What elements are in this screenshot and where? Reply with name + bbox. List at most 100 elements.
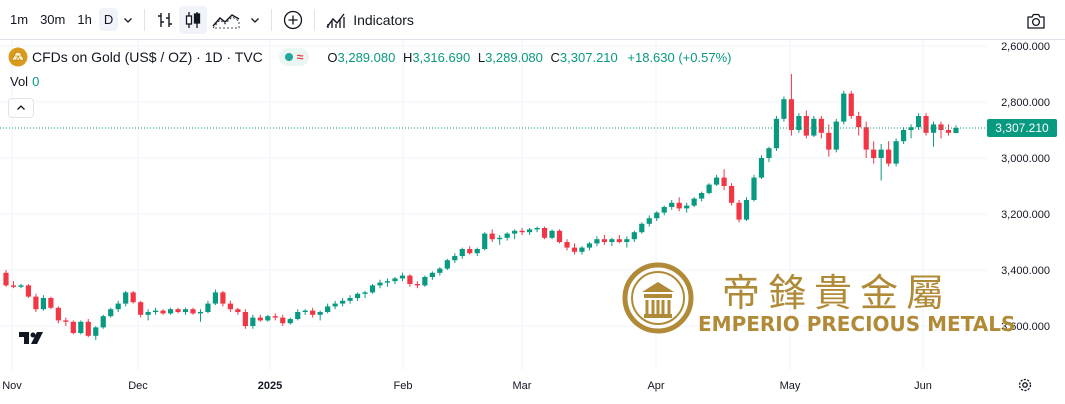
candle-body (467, 249, 473, 254)
candle-body (212, 292, 219, 304)
candle-body (930, 124, 937, 133)
candle-body (392, 278, 398, 282)
candle-body (325, 306, 331, 312)
candle-body (878, 149, 884, 158)
candle-body (758, 158, 765, 178)
candle-body (915, 116, 922, 128)
candle-body (33, 296, 39, 310)
candle-body (833, 121, 839, 150)
candle-body (138, 302, 144, 315)
area-icon (212, 13, 240, 28)
candle-body (893, 141, 899, 164)
candle-body (287, 319, 293, 324)
price-chart[interactable]: 3,600.000 3,400.000 3,200.000 3,000.000 2,80… (0, 40, 1065, 404)
candle-body (826, 132, 832, 150)
candle-body (953, 127, 959, 134)
volume-label: Vol (10, 74, 29, 89)
collapse-legend-button[interactable] (8, 98, 34, 118)
chevron-down-icon (251, 17, 260, 23)
candle-body (773, 118, 780, 149)
tradingview-logo[interactable] (18, 330, 44, 346)
candle-body (661, 207, 667, 213)
candle-body (414, 284, 420, 286)
candles-chart-type-button[interactable] (179, 5, 208, 34)
timeframe-1m[interactable]: 1m (10, 12, 29, 27)
candle-body (250, 317, 256, 326)
candle-body (654, 212, 660, 219)
candle-body (182, 309, 189, 312)
candle-body (714, 177, 720, 185)
candle-body (848, 93, 854, 116)
candle-body (354, 293, 361, 298)
candle-body (534, 228, 540, 230)
timeframe-30m[interactable]: 30m (40, 12, 66, 27)
candle-body (841, 93, 847, 122)
toolbar-divider (144, 8, 146, 31)
watermark-english: EMPERIO PRECIOUS METALS (698, 312, 1016, 336)
candle-body (369, 285, 376, 293)
candle-body (153, 310, 159, 312)
chart-grid (0, 40, 987, 370)
candle-body (504, 233, 510, 238)
candle-body (242, 312, 248, 326)
time-tick-label: Nov (2, 380, 22, 392)
candle-body (25, 285, 32, 297)
timeframe-d[interactable]: D (98, 8, 119, 31)
price-tick-label: 2,800.000 (1001, 97, 1050, 109)
candle-body (728, 186, 735, 203)
candle-body (886, 149, 892, 164)
candle-body (3, 272, 9, 286)
candle-body (85, 321, 91, 336)
market-status-badge[interactable]: ≈ (278, 48, 310, 66)
price-tick-label: 3,400.000 (1001, 265, 1050, 277)
high-key: H (402, 49, 413, 65)
indicators-button[interactable]: Indicators (321, 6, 418, 34)
candle-body (407, 275, 413, 284)
volume-value: 0 (32, 74, 40, 89)
candle-body (609, 239, 615, 242)
indicators-icon (326, 13, 345, 28)
settings-gear-icon[interactable] (1017, 377, 1033, 393)
snapshot-button[interactable] (1021, 7, 1051, 35)
bars-chart-type-button[interactable] (151, 6, 179, 34)
chevron-down-icon (124, 17, 133, 23)
area-chart-type-button[interactable] (207, 6, 245, 34)
candle-body (474, 249, 480, 254)
time-tick-label: Jun (914, 380, 932, 392)
price-axis: 3,600.000 3,400.000 3,200.000 3,000.000 2,80… (1001, 41, 1050, 333)
last-price-label: 3,307.210 (987, 118, 1057, 137)
candle-body (145, 312, 151, 315)
bars-icon (158, 12, 173, 27)
timeframe-dropdown[interactable] (118, 6, 138, 34)
time-tick-label: Mar (513, 380, 532, 392)
candle-body (190, 309, 196, 314)
candle-body (377, 282, 383, 286)
top-toolbar: 1m 30m 1h D Indicators (0, 0, 1065, 40)
candle-body (646, 218, 652, 224)
candle-body (444, 260, 450, 269)
candle-body (871, 149, 877, 158)
candle-body (497, 237, 503, 240)
candle-body (384, 281, 391, 283)
candle-body (571, 247, 578, 252)
candle-body (93, 327, 99, 336)
chart-type-dropdown[interactable] (245, 6, 265, 34)
time-tick-label: Feb (394, 380, 413, 392)
candles (3, 74, 959, 340)
timeframe-1h[interactable]: 1h (77, 12, 92, 27)
candle-body (691, 198, 697, 206)
price-tick-label: 3,000.000 (1001, 153, 1050, 165)
symbol-title[interactable]: CFDs on Gold (US$ / OZ) · 1D · TVC (32, 49, 263, 65)
candle-body (123, 292, 129, 304)
candle-body (856, 116, 862, 128)
candle-body (624, 239, 630, 242)
camera-icon (1027, 13, 1045, 29)
compare-symbol-button[interactable] (278, 6, 308, 34)
market-open-dot-icon (284, 53, 293, 61)
candle-body (706, 184, 712, 193)
candle-body (332, 303, 338, 307)
candle-body (227, 303, 233, 310)
candle-body (541, 228, 548, 238)
candle-body (220, 292, 226, 304)
emperio-logo (622, 262, 694, 334)
